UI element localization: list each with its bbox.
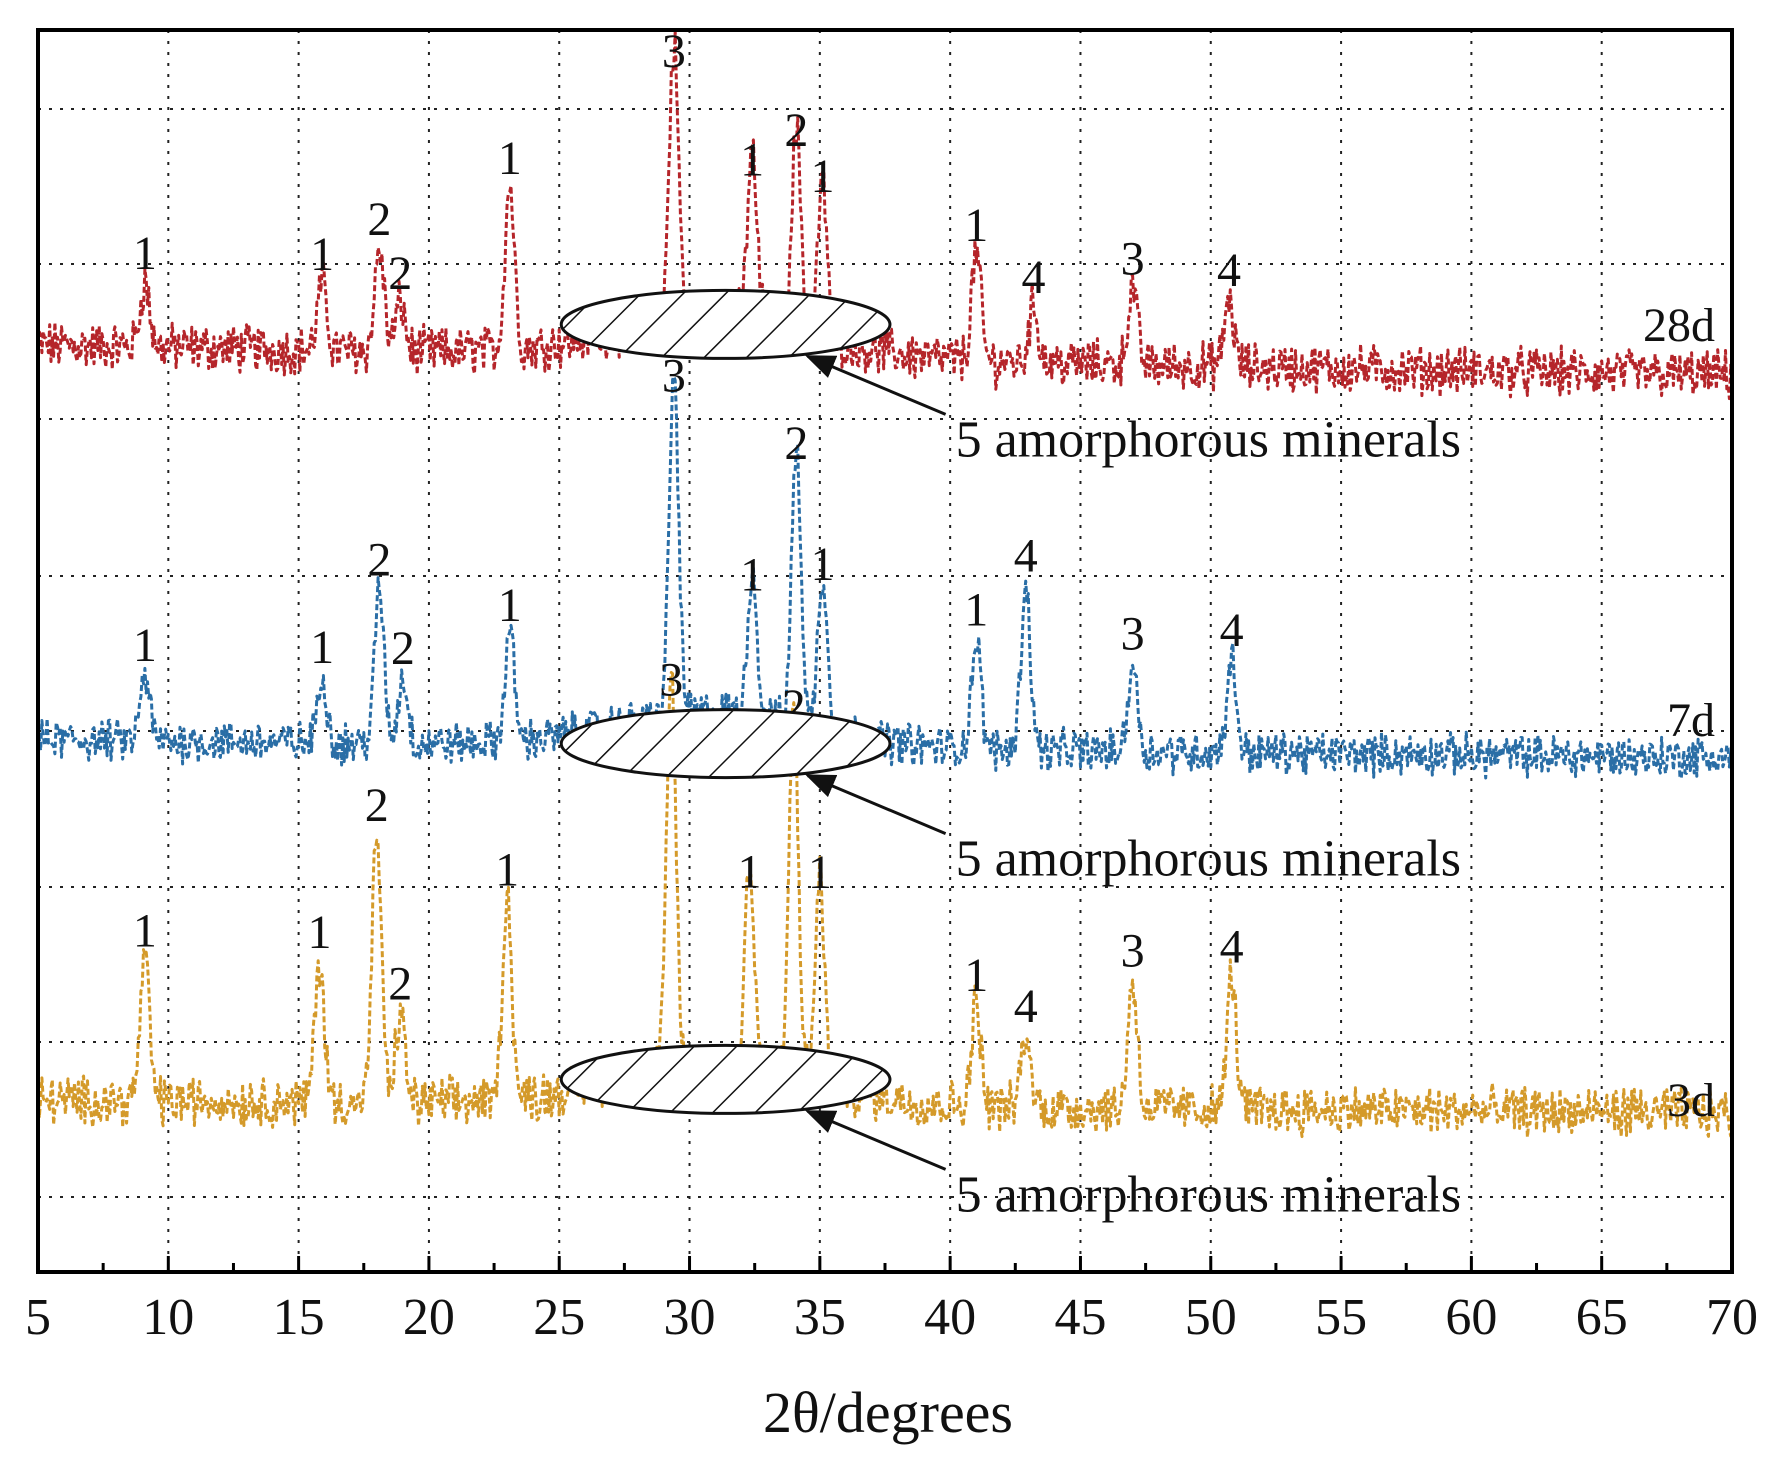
x-axis-title: 2θ/degrees <box>763 1380 1013 1445</box>
x-tick-label-30: 30 <box>664 1289 716 1346</box>
peak-label-28d-3: 2 <box>388 247 412 300</box>
peak-label-28d-12: 4 <box>1217 244 1241 297</box>
peak-label-3d-6: 1 <box>737 845 761 898</box>
peak-label-3d-0: 1 <box>133 905 157 958</box>
amorphous-ellipse-28d <box>559 288 892 360</box>
peak-label-3d-9: 1 <box>964 949 988 1002</box>
x-tick-label-15: 15 <box>273 1289 325 1346</box>
amorphous-label-3d: 5 amorphorous minerals <box>956 1166 1461 1223</box>
x-tick-label-45: 45 <box>1054 1289 1106 1346</box>
amorphous-label-28d: 5 amorphorous minerals <box>956 411 1461 468</box>
amorphous-label-7d: 5 amorphorous minerals <box>956 831 1461 888</box>
peak-label-3d-11: 3 <box>1121 925 1145 978</box>
peak-label-7d-7: 2 <box>784 417 808 470</box>
peak-label-28d-6: 1 <box>740 134 764 187</box>
peak-label-28d-10: 4 <box>1022 251 1046 304</box>
peak-label-3d-10: 4 <box>1014 980 1038 1033</box>
peak-label-3d-12: 4 <box>1220 920 1244 973</box>
x-tick-label-70: 70 <box>1706 1289 1758 1346</box>
peak-label-28d-11: 3 <box>1121 232 1145 285</box>
x-tick-label-50: 50 <box>1185 1289 1237 1346</box>
peak-label-3d-3: 2 <box>388 957 412 1010</box>
amorphous-ellipse-7d <box>559 708 892 780</box>
x-tick-label-20: 20 <box>403 1289 455 1346</box>
peak-label-7d-11: 3 <box>1121 607 1145 660</box>
peak-label-7d-2: 2 <box>367 534 391 587</box>
peak-label-7d-8: 1 <box>810 538 834 591</box>
peak-label-28d-2: 2 <box>367 193 391 246</box>
series-label-28d: 28d <box>1643 299 1715 352</box>
peak-label-28d-5: 3 <box>662 25 686 78</box>
peak-label-28d-4: 1 <box>498 132 522 185</box>
amorphous-arrow-28d <box>805 355 947 416</box>
x-tick-label-35: 35 <box>794 1289 846 1346</box>
grid-lines <box>38 30 1732 1272</box>
peak-label-28d-0: 1 <box>133 227 157 280</box>
x-tick-label-40: 40 <box>924 1289 976 1346</box>
peak-label-7d-6: 1 <box>740 548 764 601</box>
peak-label-7d-4: 1 <box>498 579 522 632</box>
series-label-7d: 7d <box>1667 694 1715 747</box>
peak-label-7d-3: 2 <box>391 622 415 675</box>
x-tick-label-25: 25 <box>533 1289 585 1346</box>
amorphous-zone-3d: 5 amorphorous minerals <box>559 1043 1461 1223</box>
amorphous-arrow-3d <box>805 1110 947 1171</box>
peak-label-28d-7: 2 <box>784 104 808 157</box>
peak-label-3d-8: 1 <box>808 846 832 899</box>
amorphous-ellipse-3d <box>559 1043 892 1115</box>
peak-label-3d-1: 1 <box>307 906 331 959</box>
peak-label-28d-8: 1 <box>810 150 834 203</box>
peak-label-7d-9: 1 <box>964 584 988 637</box>
x-tick-label-60: 60 <box>1445 1289 1497 1346</box>
series-line-7d <box>36 375 1734 780</box>
series-line-28d <box>36 30 1734 401</box>
peak-label-7d-10: 4 <box>1014 529 1038 582</box>
amorphous-zone-7d: 5 amorphorous minerals <box>559 708 1461 888</box>
x-tick-label-65: 65 <box>1576 1289 1628 1346</box>
peak-label-7d-1: 1 <box>310 621 334 674</box>
x-tick-label-10: 10 <box>142 1289 194 1346</box>
x-tick-label-55: 55 <box>1315 1289 1367 1346</box>
peak-label-7d-12: 4 <box>1220 604 1244 657</box>
x-axis: 5 10 15 20 25 30 35 40 45 50 55 60 65 70 <box>25 28 1758 1346</box>
amorphous-arrow-7d <box>805 774 947 835</box>
peak-label-3d-5: 3 <box>659 654 683 707</box>
x-tick-label-5: 5 <box>25 1289 51 1346</box>
peak-label-7d-0: 1 <box>133 619 157 672</box>
peak-label-28d-9: 1 <box>964 199 988 252</box>
peak-label-3d-4: 1 <box>495 844 519 897</box>
peak-label-28d-1: 1 <box>310 228 334 281</box>
annotation-layer: 5 amorphorous minerals 5 amorphorous mine… <box>559 288 1461 1223</box>
peak-label-3d-2: 2 <box>365 779 389 832</box>
amorphous-zone-28d: 5 amorphorous minerals <box>559 288 1461 468</box>
series-label-3d: 3d <box>1667 1074 1715 1127</box>
